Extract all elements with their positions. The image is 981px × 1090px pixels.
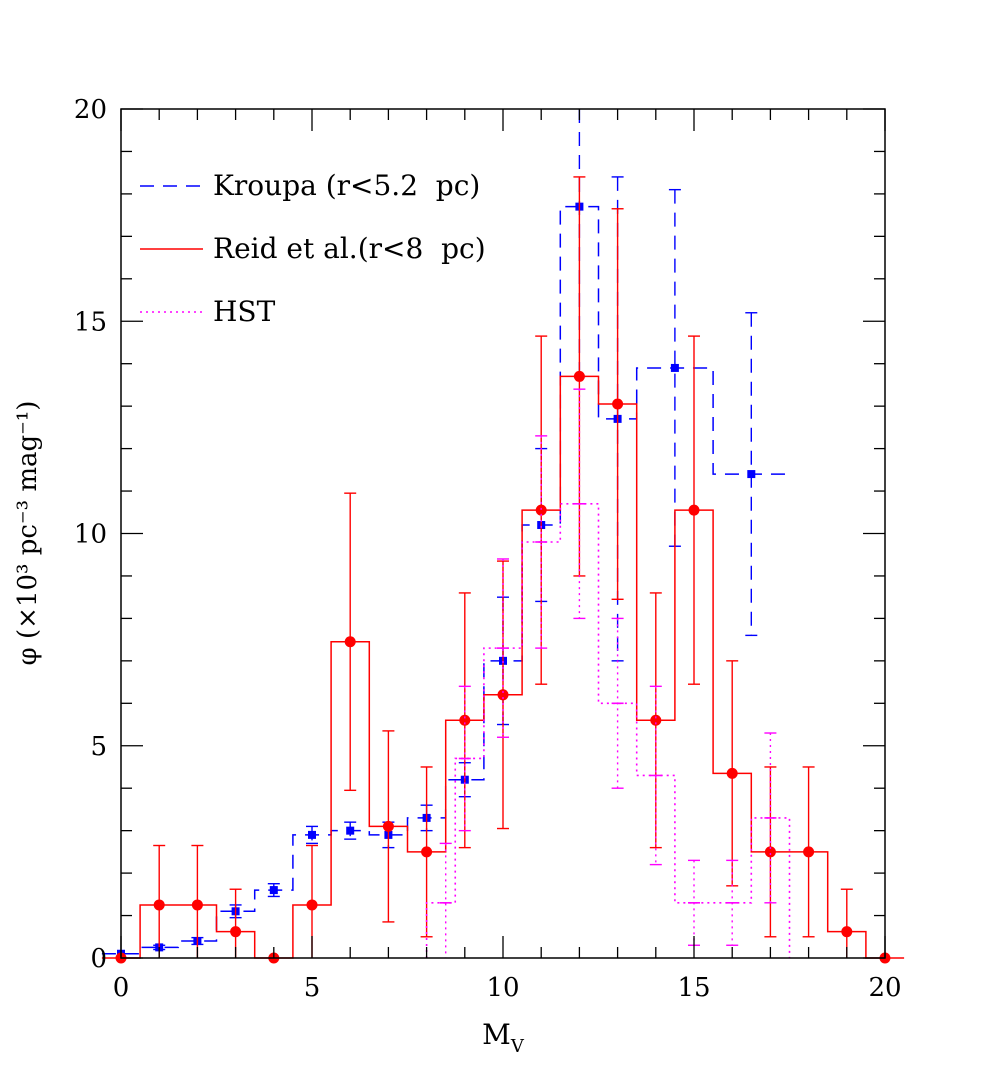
data-point bbox=[670, 363, 679, 372]
x-axis-label: MV bbox=[482, 1018, 525, 1057]
y-tick-label: 20 bbox=[74, 95, 107, 125]
x-tick-label: 15 bbox=[677, 973, 710, 1003]
data-point bbox=[344, 636, 356, 648]
axis-tick-labels: 0 5 10 15 20 0 5 10 15 20 bbox=[74, 95, 902, 1003]
data-point bbox=[841, 926, 853, 938]
plot-area bbox=[101, 109, 905, 964]
data-point bbox=[346, 826, 355, 835]
data-point bbox=[497, 689, 509, 701]
data-point bbox=[535, 504, 547, 516]
data-point bbox=[650, 714, 662, 726]
y-tick-label: 5 bbox=[90, 732, 107, 762]
data-point bbox=[459, 714, 471, 726]
legend-label: HST bbox=[213, 295, 276, 328]
data-point bbox=[612, 398, 624, 410]
x-tick-label: 5 bbox=[304, 973, 321, 1003]
data-point bbox=[269, 886, 278, 895]
x-tick-label: 0 bbox=[113, 973, 130, 1003]
x-tick-label: 10 bbox=[486, 973, 519, 1003]
data-point bbox=[764, 846, 776, 858]
series-cross-group bbox=[425, 388, 791, 958]
series-step-line bbox=[425, 502, 791, 958]
axis-ticks bbox=[120, 108, 886, 959]
legend-label: Reid et al.(r<8 pc) bbox=[213, 232, 486, 265]
data-point bbox=[803, 846, 815, 858]
data-point bbox=[153, 899, 165, 911]
y-tick-label: 15 bbox=[74, 307, 107, 337]
legend: Kroupa (r<5.2 pc) Reid et al.(r<8 pc) HST bbox=[140, 169, 486, 328]
y-axis-label: φ (×10³ pc⁻³ mag⁻¹) bbox=[13, 401, 43, 666]
data-point bbox=[306, 899, 318, 911]
legend-label: Kroupa (r<5.2 pc) bbox=[213, 169, 480, 202]
data-point bbox=[421, 846, 433, 858]
data-point bbox=[747, 470, 756, 479]
x-tick-label: 20 bbox=[868, 973, 901, 1003]
y-tick-label: 0 bbox=[90, 944, 107, 974]
data-point bbox=[573, 370, 585, 382]
data-point bbox=[688, 504, 700, 516]
data-point bbox=[308, 830, 316, 839]
data-point bbox=[726, 767, 738, 779]
data-point bbox=[191, 899, 203, 911]
y-tick-label: 10 bbox=[74, 520, 107, 550]
data-point bbox=[382, 820, 394, 832]
data-point bbox=[230, 926, 242, 938]
